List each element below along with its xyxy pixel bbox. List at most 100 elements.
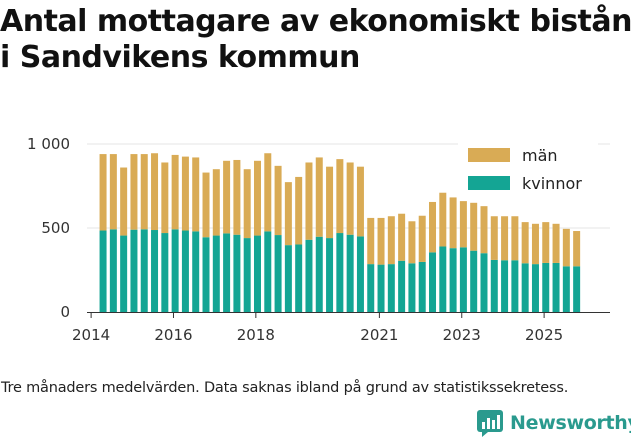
- bar-kvinnor: [449, 248, 457, 312]
- bar-kvinnor: [573, 266, 581, 312]
- bar-kvinnor: [511, 260, 519, 312]
- bar-kvinnor: [140, 229, 148, 312]
- bar-man: [398, 213, 406, 261]
- bar-kvinnor: [439, 246, 447, 312]
- bar-kvinnor: [233, 234, 241, 312]
- bar-kvinnor: [552, 262, 560, 312]
- bar-kvinnor: [223, 233, 231, 312]
- bar-man: [408, 221, 416, 264]
- bar-kvinnor: [521, 263, 529, 312]
- bar-kvinnor: [161, 233, 169, 312]
- bar-man: [562, 228, 570, 267]
- bar-man: [511, 216, 519, 261]
- bar-kvinnor: [120, 235, 128, 312]
- bar-man: [192, 157, 200, 232]
- bar-man: [99, 154, 107, 231]
- bar-man: [346, 162, 354, 235]
- bar-man: [171, 154, 179, 230]
- bar-man: [109, 154, 117, 230]
- bar-kvinnor: [542, 262, 550, 312]
- bar-kvinnor: [398, 260, 406, 312]
- legend-label-man: män: [522, 146, 558, 165]
- x-tick-label: 2021: [360, 326, 398, 344]
- bar-kvinnor: [367, 264, 375, 312]
- bar-man: [305, 162, 313, 240]
- bar-kvinnor: [295, 244, 303, 312]
- x-tick-label: 2014: [72, 326, 110, 344]
- bar-man: [161, 162, 169, 234]
- bar-man: [336, 159, 344, 234]
- bar-man: [315, 157, 323, 237]
- bar-man: [274, 165, 282, 236]
- bar-man: [501, 216, 509, 261]
- y-tick-label: 1 000: [27, 135, 70, 153]
- bar-man: [140, 154, 148, 230]
- bar-kvinnor: [490, 259, 498, 312]
- bar-man: [439, 192, 447, 247]
- bar-kvinnor: [181, 230, 189, 312]
- x-tick-label: 2025: [525, 326, 563, 344]
- bar-man: [264, 153, 272, 232]
- bar-man: [459, 201, 467, 248]
- bar-man: [470, 202, 478, 251]
- bar-kvinnor: [480, 253, 488, 312]
- bar-man: [202, 172, 210, 238]
- bar-man: [223, 160, 231, 234]
- bar-kvinnor: [315, 236, 323, 312]
- bar-kvinnor: [408, 263, 416, 312]
- bar-kvinnor: [130, 229, 138, 312]
- bar-man: [429, 201, 437, 253]
- bar-kvinnor: [284, 245, 292, 312]
- bar-kvinnor: [171, 229, 179, 312]
- bar-kvinnor: [264, 231, 272, 312]
- bar-kvinnor: [429, 252, 437, 312]
- bar-kvinnor: [151, 230, 159, 312]
- chart-title-line-1: Antal mottagare av ekonomiskt bistånd: [0, 4, 631, 39]
- bar-kvinnor: [346, 234, 354, 312]
- stacked-bar-chart: 0 500 1 000 2014 2016 2018 2021 2023 2025 män kvin…: [27, 135, 610, 344]
- bar-man: [130, 154, 138, 230]
- bar-man: [212, 169, 220, 236]
- bar-kvinnor: [387, 264, 395, 312]
- bar-kvinnor: [459, 247, 467, 312]
- bar-kvinnor: [326, 238, 334, 312]
- y-tick-label: 0: [60, 303, 70, 321]
- bar-kvinnor: [418, 261, 426, 312]
- x-tick-label: 2016: [154, 326, 192, 344]
- bar-man: [120, 167, 128, 236]
- brand-name: Newsworthy: [510, 412, 631, 434]
- legend-swatch-kvinnor: [468, 176, 510, 190]
- bar-man: [573, 231, 581, 267]
- bar-man: [181, 156, 189, 231]
- bar-kvinnor: [253, 235, 261, 312]
- bar-man: [490, 216, 498, 260]
- chart-title: Antal mottagare av ekonomiskt bistånd i …: [0, 4, 631, 76]
- bar-man: [233, 159, 241, 235]
- newsworthy-bar-chart-icon: [477, 410, 503, 437]
- bar-man: [418, 215, 426, 262]
- bar-kvinnor: [377, 264, 385, 312]
- bar-kvinnor: [99, 230, 107, 312]
- bar-kvinnor: [212, 235, 220, 312]
- bar-man: [367, 217, 375, 265]
- bar-man: [326, 166, 334, 239]
- bar-kvinnor: [192, 231, 200, 312]
- bar-kvinnor: [305, 239, 313, 312]
- bar-man: [449, 197, 457, 249]
- bar-kvinnor: [470, 250, 478, 312]
- bar-kvinnor: [109, 229, 117, 312]
- bar-man: [356, 166, 364, 237]
- x-tick-label: 2023: [443, 326, 481, 344]
- newsworthy-logo[interactable]: Newsworthy: [476, 408, 631, 438]
- bar-man: [253, 160, 261, 236]
- bar-man: [295, 176, 303, 245]
- bar-man: [284, 182, 292, 246]
- bar-man: [552, 223, 560, 263]
- bar-kvinnor: [202, 237, 210, 312]
- y-tick-label: 500: [41, 219, 70, 237]
- legend-swatch-man: [468, 148, 510, 162]
- bar-kvinnor: [562, 266, 570, 312]
- bar-man: [542, 222, 550, 263]
- bar-man: [387, 216, 395, 265]
- bar-kvinnor: [531, 264, 539, 312]
